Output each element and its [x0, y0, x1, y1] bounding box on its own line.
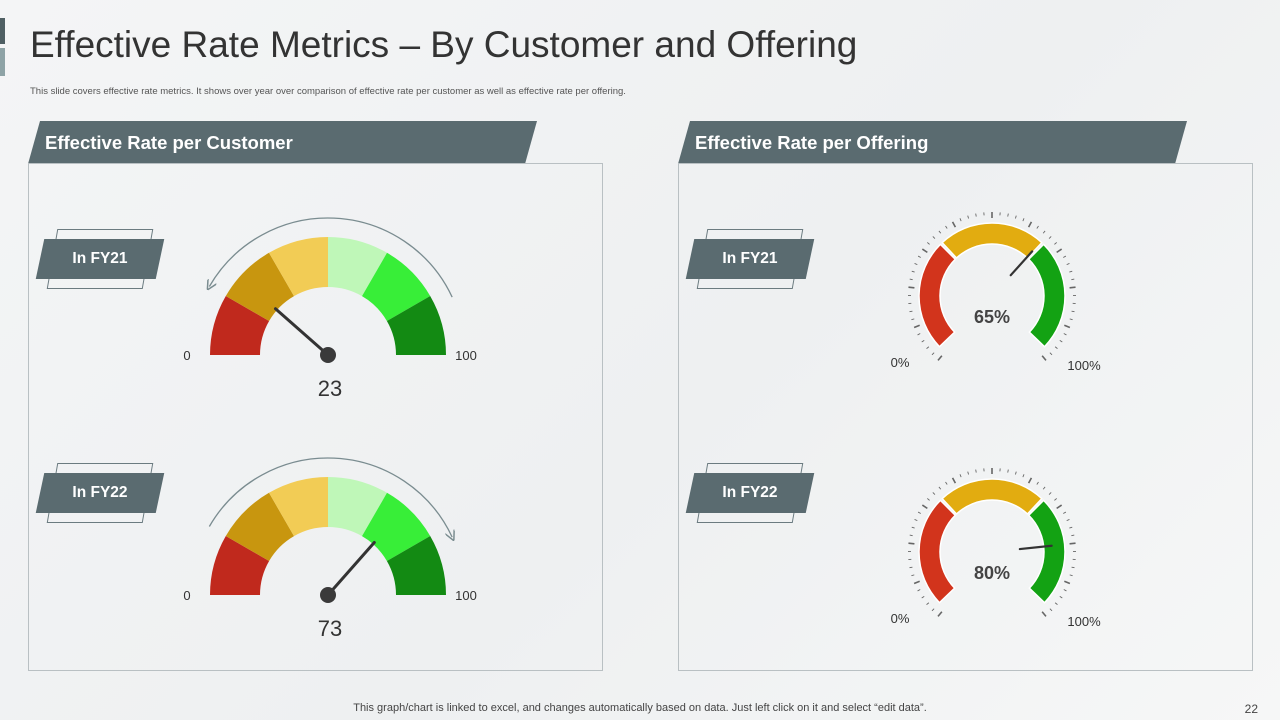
page-number: 22	[1244, 702, 1258, 716]
title-accent-dark	[0, 18, 5, 44]
gauge-max-label: 100%	[1067, 614, 1101, 629]
gauge-value-label: 23	[318, 376, 342, 401]
gauge-min-label: 0%	[891, 611, 910, 626]
gauge-band-2	[941, 478, 1043, 516]
gauge-band-3	[269, 477, 328, 537]
offering-fy21-gauge: 65% 0% 100%	[891, 212, 1101, 373]
customer-section-header: Effective Rate per Customer	[28, 121, 537, 164]
gauge-band-2	[225, 252, 294, 321]
customer-fy22-gauge: 0 100 73	[183, 457, 477, 641]
tag-label: In FY21	[72, 250, 128, 267]
gauge-band-1	[210, 536, 270, 595]
gauge-needle	[326, 540, 376, 597]
gauge-max-label: 100	[455, 348, 477, 363]
tag-label: In FY22	[722, 484, 778, 501]
gauge-band-3	[1027, 499, 1066, 604]
gauge-value-label: 73	[318, 616, 342, 641]
gauge-min-label: 0	[183, 588, 190, 603]
needle-hub	[320, 347, 336, 363]
tag-label: In FY21	[722, 250, 778, 267]
direction-arrow	[209, 217, 453, 298]
gauge-needle	[1009, 250, 1034, 277]
title-accent-light	[0, 48, 5, 76]
offering-fy21-tag: In FY21	[685, 229, 815, 289]
gauge-value-label: 65%	[974, 307, 1010, 327]
gauge-band-1	[918, 499, 957, 604]
gauge-band-4	[328, 237, 387, 297]
customer-fy22-tag: In FY22	[35, 463, 165, 523]
offering-fy22-tag: In FY22	[685, 463, 815, 523]
gauge-band-2	[225, 492, 294, 561]
gauge-needle	[273, 307, 330, 357]
gauge-band-1	[918, 243, 957, 348]
gauge-band-6	[386, 296, 446, 355]
offering-section-header: Effective Rate per Offering	[678, 121, 1187, 164]
customer-fy21-gauge: 0 100 23	[183, 217, 477, 401]
gauge-needle	[1018, 544, 1053, 551]
footer-note: This graph/chart is linked to excel, and…	[353, 702, 927, 714]
gauge-max-label: 100%	[1067, 358, 1101, 373]
gauge-min-label: 0	[183, 348, 190, 363]
gauge-band-4	[328, 477, 387, 537]
slide-title: Effective Rate Metrics – By Customer and…	[30, 24, 858, 65]
gauge-band-5	[362, 492, 431, 561]
offering-fy22-gauge: 80% 0% 100%	[891, 468, 1101, 629]
gauge-band-1	[210, 296, 270, 355]
gauge-band-2	[941, 222, 1043, 260]
gauge-ticks	[907, 212, 1077, 361]
customer-fy21-tag: In FY21	[35, 229, 165, 289]
gauge-value-label: 80%	[974, 563, 1010, 583]
gauge-band-3	[1027, 243, 1066, 348]
gauge-band-6	[386, 536, 446, 595]
offering-panel	[678, 163, 1253, 671]
customer-panel	[28, 163, 603, 671]
slide-subtitle: This slide covers effective rate metrics…	[30, 86, 626, 97]
gauge-max-label: 100	[455, 588, 477, 603]
gauge-min-label: 0%	[891, 355, 910, 370]
needle-hub	[320, 587, 336, 603]
direction-arrow	[208, 457, 452, 537]
gauge-band-5	[362, 252, 431, 321]
gauge-band-3	[269, 237, 328, 297]
gauge-ticks	[907, 468, 1077, 617]
tag-label: In FY22	[72, 484, 128, 501]
